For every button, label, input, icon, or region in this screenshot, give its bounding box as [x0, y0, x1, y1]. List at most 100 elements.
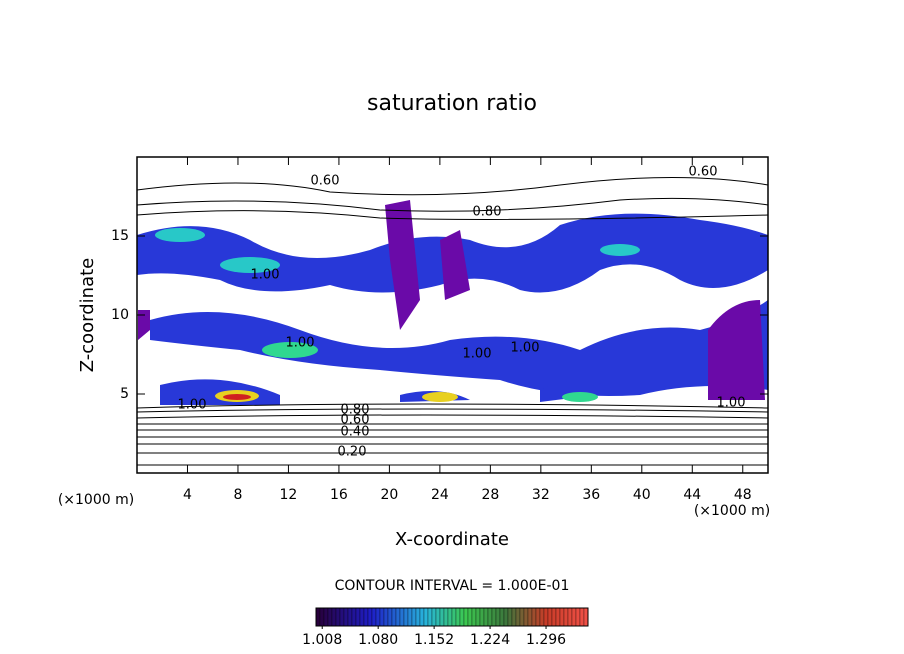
x-axis-label: X-coordinate [395, 529, 509, 550]
colorbar-cell [527, 607, 533, 627]
colorbar-cell [579, 607, 585, 627]
y-tick-label: 5 [120, 386, 129, 402]
colorbar-cell [559, 607, 565, 627]
colorbar-cell [447, 607, 453, 627]
colorbar-cell [335, 607, 341, 627]
colorbar-cell [415, 607, 421, 627]
colorbar-frame [315, 607, 589, 627]
colorbar-cell [519, 607, 525, 627]
colorbar-cell [487, 607, 493, 627]
colorbar-cell [431, 607, 437, 627]
colorbar-tick-label: 1.008 [302, 632, 342, 648]
field-region [422, 392, 458, 402]
x-tick-label: 12 [280, 487, 298, 503]
x-tick-label: 48 [734, 487, 752, 503]
x-tick-label: 36 [582, 487, 600, 503]
colorbar-cell [515, 607, 521, 627]
field-region [220, 257, 280, 273]
plot-fill [136, 156, 769, 474]
colorbar-cell [491, 607, 497, 627]
colorbar-cell [387, 607, 393, 627]
colorbar-cell [331, 607, 337, 627]
x-tick-label: 16 [330, 487, 348, 503]
x-tick-label: 8 [233, 487, 242, 503]
field-region [150, 300, 768, 396]
colorbar-cell [507, 607, 513, 627]
colorbar-cell [479, 607, 485, 627]
colorbar-cell [499, 607, 505, 627]
colorbar-cell [463, 607, 469, 627]
colorbar-cell [439, 607, 445, 627]
x-tick-label: 28 [481, 487, 499, 503]
colorbar-cell [511, 607, 517, 627]
contour-label: 1.00 [511, 341, 540, 356]
colorbar-cell [339, 607, 345, 627]
chart-title: saturation ratio [367, 91, 537, 116]
y-axis-label: Z-coordinate [77, 258, 98, 373]
field-region [223, 394, 251, 400]
x-tick-label: 40 [633, 487, 651, 503]
colorbar-cell [323, 607, 329, 627]
colorbar-cell [523, 607, 529, 627]
x-tick-label: 24 [431, 487, 449, 503]
x-tick-label: 20 [380, 487, 398, 503]
colorbar-cell [403, 607, 409, 627]
colorbar-cell [427, 607, 433, 627]
field-region [600, 244, 640, 256]
colorbar-cell [563, 607, 569, 627]
colorbar-cell [555, 607, 561, 627]
x-tick-label: 32 [532, 487, 550, 503]
colorbar-cell [443, 607, 449, 627]
contour-label: 0.20 [338, 445, 367, 460]
contour-label: 1.00 [463, 347, 492, 362]
colorbar-cell [315, 607, 321, 627]
field-region [138, 200, 765, 400]
colorbar-cell [531, 607, 537, 627]
contour-label: 0.40 [341, 425, 370, 440]
colorbar: 1.008 1.080 1.152 1.224 1.296 [302, 607, 589, 648]
colorbar-cell [319, 607, 325, 627]
contour-label: 1.00 [178, 398, 207, 413]
colorbar-cell [459, 607, 465, 627]
colorbar-cell [467, 607, 473, 627]
colorbar-cell [495, 607, 501, 627]
colorbar-cell [483, 607, 489, 627]
contour-lines [136, 177, 769, 466]
colorbar-cell [327, 607, 333, 627]
colorbar-cell [451, 607, 457, 627]
x-unit-label: (×1000 m) [694, 503, 770, 519]
colorbar-cell [363, 607, 369, 627]
colorbar-cell [355, 607, 361, 627]
contour-label: 0.60 [311, 174, 340, 189]
colorbar-cell [535, 607, 541, 627]
colorbar-tick-label: 1.296 [526, 632, 566, 648]
contour-label: 0.80 [473, 205, 502, 220]
colorbar-cell [399, 607, 405, 627]
colorbar-cell [347, 607, 353, 627]
colorbar-cell [503, 607, 509, 627]
colorbar-cell [371, 607, 377, 627]
colorbar-cell [379, 607, 385, 627]
colorbar-cell [407, 607, 413, 627]
contour-label: 1.00 [286, 336, 315, 351]
colorbar-cell [575, 607, 581, 627]
colorbar-cell [351, 607, 357, 627]
colorbar-cell [411, 607, 417, 627]
x-tick-label: 4 [183, 487, 192, 503]
colorbar-cell [543, 607, 549, 627]
colorbar-cell [423, 607, 429, 627]
colorbar-cell [367, 607, 373, 627]
contour-label: 0.60 [341, 413, 370, 428]
colorbar-cell [419, 607, 425, 627]
y-tick-label: 10 [111, 307, 129, 323]
colorbar-cell [343, 607, 349, 627]
colorbar-cell [375, 607, 381, 627]
colorbar-tick-label: 1.152 [414, 632, 454, 648]
field-region [155, 228, 205, 242]
colorbar-cell [547, 607, 553, 627]
field-region [160, 379, 620, 405]
colorbar-cell [567, 607, 573, 627]
contour-label: 0.60 [689, 165, 718, 180]
contour-label: 1.00 [251, 268, 280, 283]
